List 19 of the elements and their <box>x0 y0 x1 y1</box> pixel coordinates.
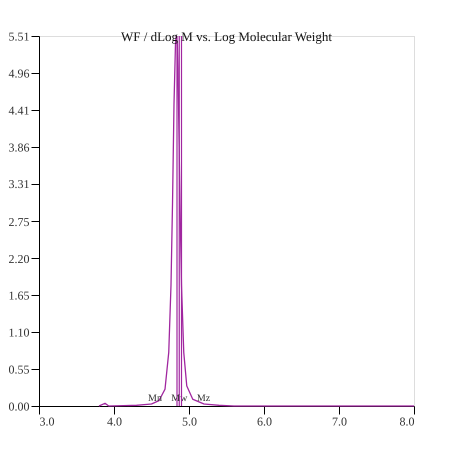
y-tick-label: 0.55 <box>8 362 30 377</box>
y-tick-label: 2.20 <box>8 252 30 266</box>
x-tick-label: 5.0 <box>182 414 197 428</box>
x-tick-label: 7.0 <box>332 414 347 428</box>
x-tick-label: 3.0 <box>40 414 54 428</box>
y-tick-label: 1.65 <box>8 288 30 303</box>
x-tick-label: 8.0 <box>400 414 414 428</box>
y-tick-label: 4.96 <box>8 66 30 80</box>
y-tick-label: 5.51 <box>8 30 30 44</box>
y-tick-label: 0.00 <box>8 400 30 414</box>
y-tick-label: 3.86 <box>8 140 30 154</box>
x-tick-label: 6.0 <box>257 414 272 428</box>
y-tick-label: 4.41 <box>8 103 30 118</box>
y-tick-label: 3.31 <box>8 177 30 192</box>
ref-line-label: Mz <box>196 393 211 404</box>
chart-title: WF / dLog M vs. Log Molecular Weight <box>120 29 332 44</box>
y-tick-label: 1.10 <box>8 326 30 340</box>
y-tick-label: 2.75 <box>8 214 30 229</box>
x-tick-label: 4.0 <box>107 414 122 428</box>
